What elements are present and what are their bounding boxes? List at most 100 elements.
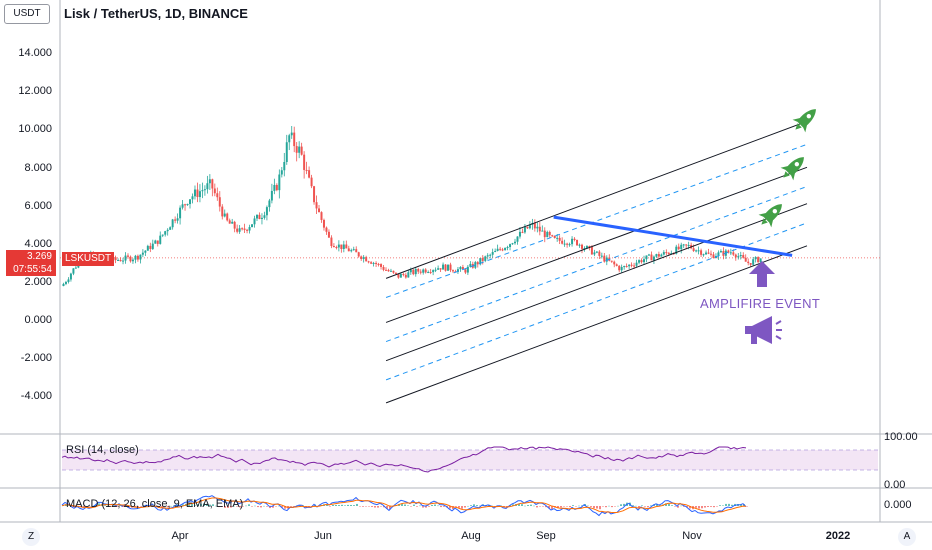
macd-histogram-bar xyxy=(449,506,451,509)
candle-body xyxy=(404,274,407,278)
candle-body xyxy=(141,252,144,255)
rsi-label[interactable]: RSI (14, close) xyxy=(66,444,139,456)
macd-histogram-bar xyxy=(551,506,553,510)
candle-body xyxy=(652,256,655,261)
currency-button[interactable]: USDT xyxy=(4,4,50,24)
candle-body xyxy=(347,248,350,252)
candle-body xyxy=(370,262,373,264)
macd-axis-value: 0.000 xyxy=(884,499,912,511)
macd-histogram-bar xyxy=(194,505,196,506)
candle-body xyxy=(705,252,708,255)
candle-body xyxy=(757,257,760,263)
last-price-tag: 3.269 07:55:54 xyxy=(6,250,56,276)
macd-histogram-bar xyxy=(197,504,199,506)
macd-histogram-bar xyxy=(440,506,442,508)
zoom-button[interactable]: Z xyxy=(22,528,40,546)
candle-body xyxy=(122,260,125,262)
candle-body xyxy=(610,260,613,262)
macd-histogram-bar xyxy=(500,505,502,507)
macd-histogram-bar xyxy=(365,506,367,507)
macd-histogram-bar xyxy=(227,506,229,508)
macd-label[interactable]: MACD (12, 26, close, 9, EMA, EMA) xyxy=(66,498,244,510)
y-tick-label: -4.000 xyxy=(20,390,52,402)
macd-histogram-bar xyxy=(389,506,391,510)
x-tick-label: Jun xyxy=(314,530,332,542)
candle-body xyxy=(719,251,722,253)
macd-histogram-bar xyxy=(401,503,403,506)
candle-body xyxy=(198,191,201,198)
candle-body xyxy=(176,218,179,221)
candle-body xyxy=(523,226,526,233)
macd-histogram-bar xyxy=(308,506,310,507)
candle-body xyxy=(585,246,588,248)
macd-histogram-bar xyxy=(464,506,466,508)
candle-body xyxy=(491,252,494,255)
candle-body xyxy=(657,254,660,257)
candle-body xyxy=(566,243,569,245)
macd-histogram-bar xyxy=(611,506,613,508)
macd-histogram-bar xyxy=(89,506,91,507)
candle-body xyxy=(451,270,454,272)
candle-body xyxy=(638,260,641,263)
candle-body xyxy=(166,229,169,232)
candle-body xyxy=(533,222,536,229)
macd-histogram-bar xyxy=(479,505,481,507)
candle-body xyxy=(377,264,380,266)
macd-histogram-bar xyxy=(260,506,262,508)
macd-histogram-bar xyxy=(671,505,673,506)
candle-body xyxy=(590,246,593,255)
candle-body xyxy=(727,250,730,253)
candle-body xyxy=(156,240,159,244)
candle-body xyxy=(444,264,447,271)
candle-body xyxy=(682,244,685,246)
macd-histogram-bar xyxy=(623,503,625,506)
macd-histogram-bar xyxy=(434,504,436,506)
macd-histogram-bar xyxy=(458,506,460,508)
candle-body xyxy=(126,255,129,257)
megaphone-icon xyxy=(745,316,782,344)
macd-histogram-bar xyxy=(536,506,538,508)
auto-scale-button[interactable]: A xyxy=(898,528,916,546)
bar-countdown: 07:55:54 xyxy=(13,264,52,275)
candle-body xyxy=(518,231,521,237)
macd-histogram-bar xyxy=(722,505,724,506)
y-tick-label: -2.000 xyxy=(20,352,52,364)
candle-body xyxy=(332,246,335,248)
candle-body xyxy=(640,260,643,263)
macd-histogram-bar xyxy=(470,505,472,506)
macd-histogram-bar xyxy=(512,504,514,506)
x-tick-label: 2022 xyxy=(825,530,851,542)
macd-histogram-bar xyxy=(233,505,235,507)
candle-body xyxy=(501,249,504,251)
candle-body xyxy=(424,269,427,273)
macd-histogram-bar xyxy=(413,504,415,506)
candle-body xyxy=(181,204,184,208)
candle-body xyxy=(402,274,405,276)
macd-histogram-bar xyxy=(716,506,718,507)
candle-body xyxy=(647,254,650,256)
candle-body xyxy=(461,267,464,270)
candle-body xyxy=(707,252,710,254)
macd-histogram-bar xyxy=(164,505,166,507)
candle-body xyxy=(615,264,618,266)
rsi-axis-top: 100.00 xyxy=(884,431,918,443)
candle-body xyxy=(303,154,306,170)
channel-line xyxy=(385,203,808,362)
macd-histogram-bar xyxy=(452,506,454,510)
y-tick-label: 2.000 xyxy=(24,276,52,288)
macd-histogram-bar xyxy=(263,505,265,507)
candle-body xyxy=(633,265,636,267)
candle-body xyxy=(335,247,338,249)
candle-body xyxy=(643,259,646,263)
macd-histogram-bar xyxy=(476,505,478,506)
macd-histogram-bar xyxy=(161,506,163,508)
macd-histogram-bar xyxy=(524,505,526,507)
candle-body xyxy=(737,256,740,258)
candle-body xyxy=(313,186,316,203)
candle-body xyxy=(221,206,224,217)
rsi-band xyxy=(62,450,878,470)
candle-body xyxy=(506,247,509,249)
channel-line xyxy=(385,166,808,323)
macd-histogram-bar xyxy=(530,504,532,506)
